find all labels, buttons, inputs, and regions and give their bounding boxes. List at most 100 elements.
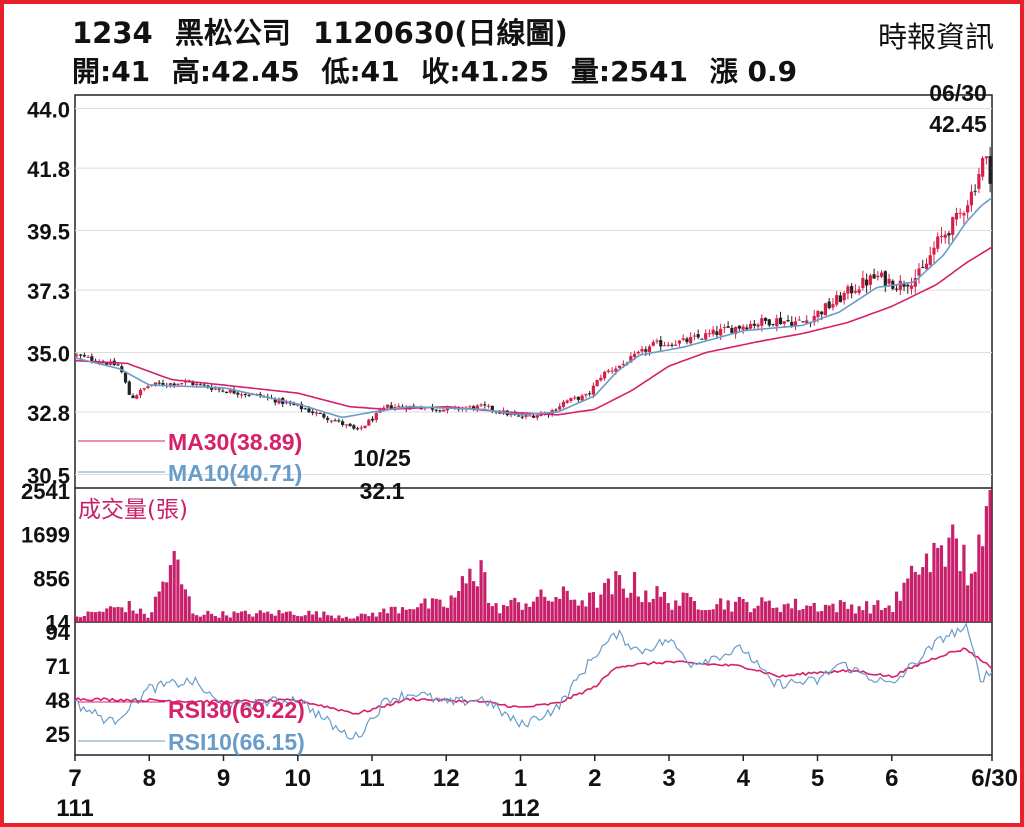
- volume-bar: [475, 586, 479, 622]
- candle-body: [498, 412, 502, 414]
- candle-body: [850, 286, 854, 294]
- candle-body: [857, 289, 861, 294]
- volume-bar: [397, 613, 401, 622]
- candle-body: [853, 290, 857, 293]
- volume-bar: [924, 553, 929, 622]
- volume-bar: [258, 610, 262, 622]
- volume-bar: [404, 609, 408, 622]
- volume-bar: [689, 597, 693, 622]
- rsi-tick-label: 48: [46, 688, 70, 713]
- candle-body: [730, 327, 734, 334]
- x-tick-label: 8: [143, 765, 156, 792]
- volume-bar: [558, 598, 562, 622]
- candle-body: [303, 408, 307, 410]
- candle-body: [595, 380, 599, 387]
- candle-body: [348, 423, 352, 427]
- volume-bar: [573, 599, 577, 622]
- volume-bar: [385, 613, 390, 622]
- volume-bar: [760, 597, 764, 622]
- candle-body: [947, 233, 951, 236]
- volume-bar: [939, 545, 944, 622]
- candle-body: [296, 404, 300, 406]
- candle-body: [894, 288, 899, 290]
- volume-bar: [973, 571, 977, 622]
- candle-body: [479, 404, 483, 406]
- volume-bar: [647, 602, 652, 622]
- rsi10-line: [75, 622, 993, 740]
- candle-body: [786, 319, 790, 322]
- candle-body: [528, 415, 532, 417]
- candle-body: [82, 354, 86, 357]
- volume-bar: [793, 598, 798, 622]
- candle-body: [195, 383, 199, 386]
- stock-code: 1234: [72, 16, 153, 50]
- ma10-line: [74, 197, 993, 419]
- volume-bar: [213, 616, 217, 622]
- volume-bar: [101, 611, 105, 622]
- volume-bar: [93, 612, 98, 622]
- candle-body: [865, 279, 869, 286]
- candle-body: [606, 370, 610, 372]
- volume-bar: [954, 538, 959, 622]
- ma10-legend-label: MA10(40.71): [168, 460, 302, 486]
- candle-body: [202, 384, 206, 386]
- volume-bar: [838, 600, 843, 622]
- candle-body: [797, 319, 801, 321]
- ohlc-summary: 開:41 高:42.45 低:41 收:41.25 量:2541 漲 0.9: [72, 50, 809, 90]
- volume-bar: [696, 609, 700, 622]
- volume-bar: [262, 612, 266, 622]
- x-tick-label: 12: [433, 765, 460, 792]
- volume-tick-label: 1699: [21, 523, 70, 548]
- candle-body: [632, 353, 637, 357]
- candle-body: [97, 362, 101, 364]
- volume-bar: [644, 590, 648, 622]
- candle-body: [674, 344, 678, 346]
- volume-bar: [430, 598, 435, 622]
- candle-body: [816, 310, 820, 318]
- volume-bar: [266, 611, 270, 622]
- candle-body: [954, 212, 959, 220]
- volume-bar: [561, 586, 566, 622]
- candle-body: [692, 335, 697, 337]
- candle-body: [90, 356, 94, 361]
- candle-body: [191, 382, 195, 386]
- volume-bar: [191, 613, 195, 622]
- change-value: 漲 0.9: [709, 55, 798, 88]
- candle-body: [520, 416, 524, 418]
- candle-body: [277, 398, 281, 404]
- candle-body: [307, 408, 311, 413]
- candle-body: [509, 413, 513, 416]
- candle-body: [247, 394, 251, 396]
- candle-body: [569, 398, 573, 402]
- volume-bar: [176, 559, 180, 622]
- candle-body: [823, 303, 828, 316]
- volume-bar: [288, 611, 292, 622]
- volume-bar: [468, 568, 472, 622]
- volume-bar: [865, 601, 869, 622]
- volume-bar: [524, 603, 528, 622]
- volume-bar: [711, 609, 715, 622]
- volume-bar: [610, 594, 614, 622]
- candle-body: [213, 388, 217, 390]
- volume-bar: [835, 612, 839, 622]
- candle-body: [558, 406, 562, 410]
- volume-bar: [150, 612, 154, 622]
- candle-body: [722, 327, 726, 329]
- volume-bar: [322, 611, 326, 622]
- candle-body: [146, 386, 150, 389]
- volume-bar: [715, 604, 719, 622]
- candle-body: [879, 272, 884, 277]
- volume-bar: [120, 607, 124, 622]
- volume-bar: [183, 589, 188, 622]
- candle-body: [486, 405, 491, 407]
- volume-bar: [329, 615, 333, 622]
- candle-body: [573, 397, 577, 399]
- volume-bar: [977, 534, 981, 622]
- candle-body: [355, 428, 360, 430]
- volume-bar: [419, 603, 423, 622]
- ma30-legend-label: MA30(38.89): [168, 429, 302, 455]
- volume-bar: [326, 615, 330, 622]
- volume-bar: [748, 612, 753, 622]
